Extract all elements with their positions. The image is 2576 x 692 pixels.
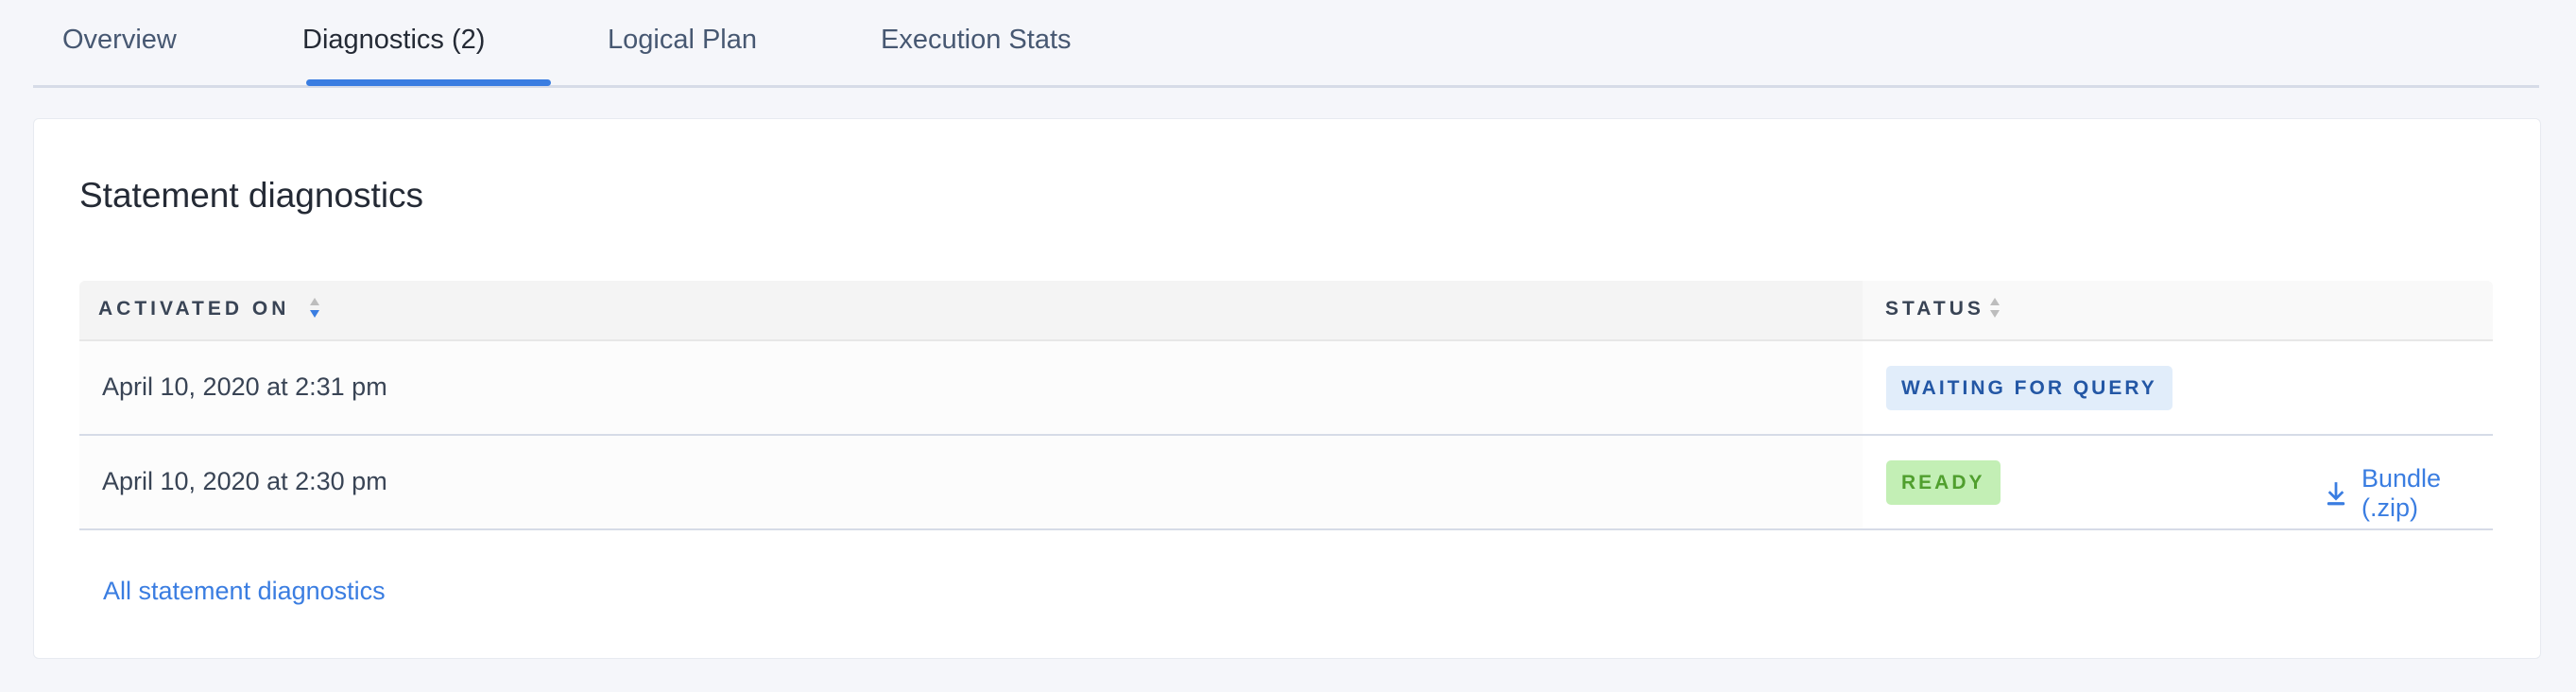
active-tab-indicator xyxy=(306,79,551,86)
diagnostics-table: ACTIVATED ON STATUS April 10, 2020 at 2:… xyxy=(79,281,2493,530)
table-row: April 10, 2020 at 2:31 pm WAITING FOR QU… xyxy=(79,341,2493,436)
download-bundle-link[interactable]: Bundle (.zip) xyxy=(2326,464,2493,523)
sort-icon[interactable] xyxy=(1988,294,2001,322)
column-header-activated-on[interactable]: ACTIVATED ON xyxy=(79,281,1863,339)
status-badge: READY xyxy=(1886,460,2001,505)
column-label: STATUS xyxy=(1885,298,1984,320)
statement-diagnostics-card: Statement diagnostics ACTIVATED ON STATU… xyxy=(33,118,2541,659)
activated-on-cell: April 10, 2020 at 2:30 pm xyxy=(102,467,387,495)
tab-bar: Overview Diagnostics (2) Logical Plan Ex… xyxy=(33,0,2539,88)
card-title: Statement diagnostics xyxy=(79,176,424,215)
column-header-status[interactable]: STATUS xyxy=(1863,281,2493,339)
activated-on-cell: April 10, 2020 at 2:31 pm xyxy=(102,372,387,401)
status-badge: WAITING FOR QUERY xyxy=(1886,366,2172,410)
tab-diagnostics[interactable]: Diagnostics (2) xyxy=(302,25,486,55)
tab-execution-stats[interactable]: Execution Stats xyxy=(881,25,1072,55)
table-header: ACTIVATED ON STATUS xyxy=(79,281,2493,341)
sort-descending-icon[interactable] xyxy=(308,294,321,322)
all-statement-diagnostics-link[interactable]: All statement diagnostics xyxy=(103,577,386,605)
download-bundle-label: Bundle (.zip) xyxy=(2361,464,2442,522)
download-icon xyxy=(2327,482,2345,506)
tab-overview[interactable]: Overview xyxy=(62,25,177,55)
table-row: April 10, 2020 at 2:30 pm READY Bundle (… xyxy=(79,436,2493,530)
tab-logical-plan[interactable]: Logical Plan xyxy=(608,25,757,55)
column-label: ACTIVATED ON xyxy=(98,298,290,320)
